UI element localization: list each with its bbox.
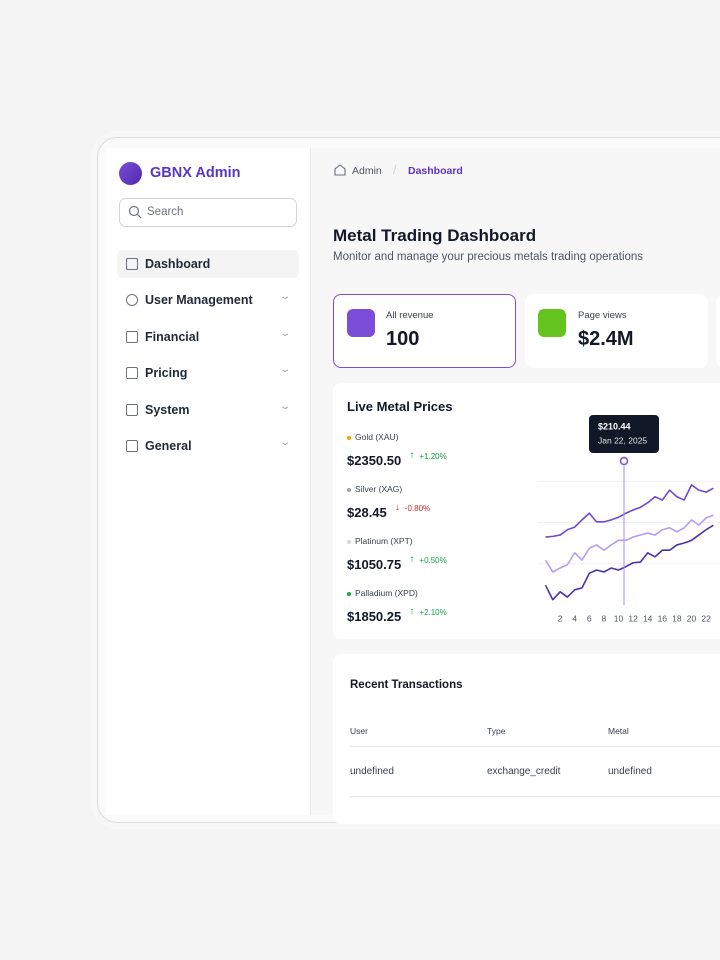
change-arrow: ↑ [409, 554, 415, 565]
brand: GBNX Admin [150, 165, 241, 181]
metal-name: Palladium (XPD) [355, 588, 418, 598]
nav-icon [126, 367, 138, 379]
column-header: User [350, 726, 368, 736]
metal-dot [347, 540, 351, 544]
x-tick-label: 22 [701, 613, 711, 623]
x-tick-label: 6 [587, 613, 592, 623]
nav-item[interactable]: General [145, 439, 192, 453]
stat-label: All revenue [386, 310, 434, 321]
nav-icon [126, 331, 138, 343]
cell: undefined [350, 766, 394, 777]
nav-active-bg [117, 250, 299, 278]
nav-item[interactable]: System [145, 403, 190, 417]
nav-item[interactable]: Pricing [145, 366, 188, 380]
metal-change: +1.20% [419, 452, 447, 461]
nav-icon [126, 404, 138, 416]
row-divider [350, 746, 720, 747]
cell: undefined [608, 766, 652, 777]
metal-change: +2.10% [419, 608, 447, 617]
metal-price: $1850.25 [347, 609, 402, 624]
nav-chevron: ⌄ [279, 328, 292, 339]
column-header: Metal [608, 726, 629, 736]
stat-label: Page views [578, 310, 627, 321]
tooltip-date: Jan 22, 2025 [598, 435, 647, 445]
nav-chevron: ⌄ [279, 364, 292, 375]
stat-icon [347, 309, 375, 337]
search-box[interactable] [119, 198, 297, 227]
metal-name: Platinum (XPT) [355, 536, 413, 546]
metal-name: Gold (XAU) [355, 432, 399, 442]
page-title: Metal Trading Dashboard [333, 226, 537, 245]
logo [119, 162, 142, 185]
nav-icon [126, 440, 138, 452]
nav-chevron: ⌄ [279, 437, 292, 448]
x-tick-label: 10 [614, 613, 624, 623]
stat-icon [538, 309, 566, 337]
x-tick-label: 16 [658, 613, 668, 623]
change-arrow: ↑ [409, 450, 415, 461]
page-subtitle: Monitor and manage your precious metals … [333, 251, 644, 263]
transactions-card [333, 654, 720, 824]
search-icon [128, 205, 142, 219]
breadcrumb-item[interactable]: Dashboard [408, 165, 463, 177]
x-tick-label: 4 [572, 613, 577, 623]
x-tick-label: 14 [643, 613, 653, 623]
metal-price: $2350.50 [347, 453, 402, 468]
tooltip-value: $210.44 [598, 421, 631, 431]
metal-dot [347, 488, 351, 492]
nav-chevron: ⌄ [279, 401, 292, 412]
nav-item[interactable]: Dashboard [145, 257, 211, 271]
metal-dot [347, 436, 351, 440]
stat-value: 100 [386, 328, 420, 350]
x-tick-label: 20 [687, 613, 697, 623]
metal-name: Silver (XAG) [355, 484, 403, 494]
price-line [545, 484, 714, 538]
change-arrow: ↓ [394, 502, 400, 513]
price-line [544, 524, 714, 601]
transactions-title: Recent Transactions [350, 679, 463, 691]
change-arrow: ↑ [409, 606, 415, 617]
x-tick-label: 8 [602, 613, 607, 623]
x-tick-label: 2 [558, 613, 563, 623]
nav-chevron: ⌄ [279, 291, 292, 302]
stat-value: $2.4M [578, 328, 634, 350]
stat-card[interactable] [716, 294, 720, 368]
search-placeholder: Search [147, 206, 184, 218]
nav-item[interactable]: Financial [145, 330, 200, 344]
nav-item[interactable]: User Management [145, 293, 253, 307]
tooltip [589, 415, 659, 453]
metal-change: +0.50% [419, 556, 447, 565]
prices-title: Live Metal Prices [347, 399, 453, 414]
x-tick-label: 18 [672, 613, 682, 623]
breadcrumb-item[interactable]: Admin [352, 165, 382, 177]
x-tick-label: 12 [628, 613, 638, 623]
column-header: Type [487, 726, 506, 736]
metal-price: $28.45 [347, 505, 387, 520]
hover-point [619, 456, 629, 466]
metal-price: $1050.75 [347, 557, 402, 572]
breadcrumb-separator: / [393, 162, 397, 177]
cell: exchange_credit [487, 766, 561, 777]
metal-change: -0.80% [404, 504, 431, 513]
nav-icon [126, 258, 138, 270]
price-line [544, 514, 714, 573]
row-divider [350, 796, 720, 797]
metal-dot [347, 592, 351, 596]
nav-icon [126, 294, 138, 306]
home-icon [334, 164, 346, 176]
